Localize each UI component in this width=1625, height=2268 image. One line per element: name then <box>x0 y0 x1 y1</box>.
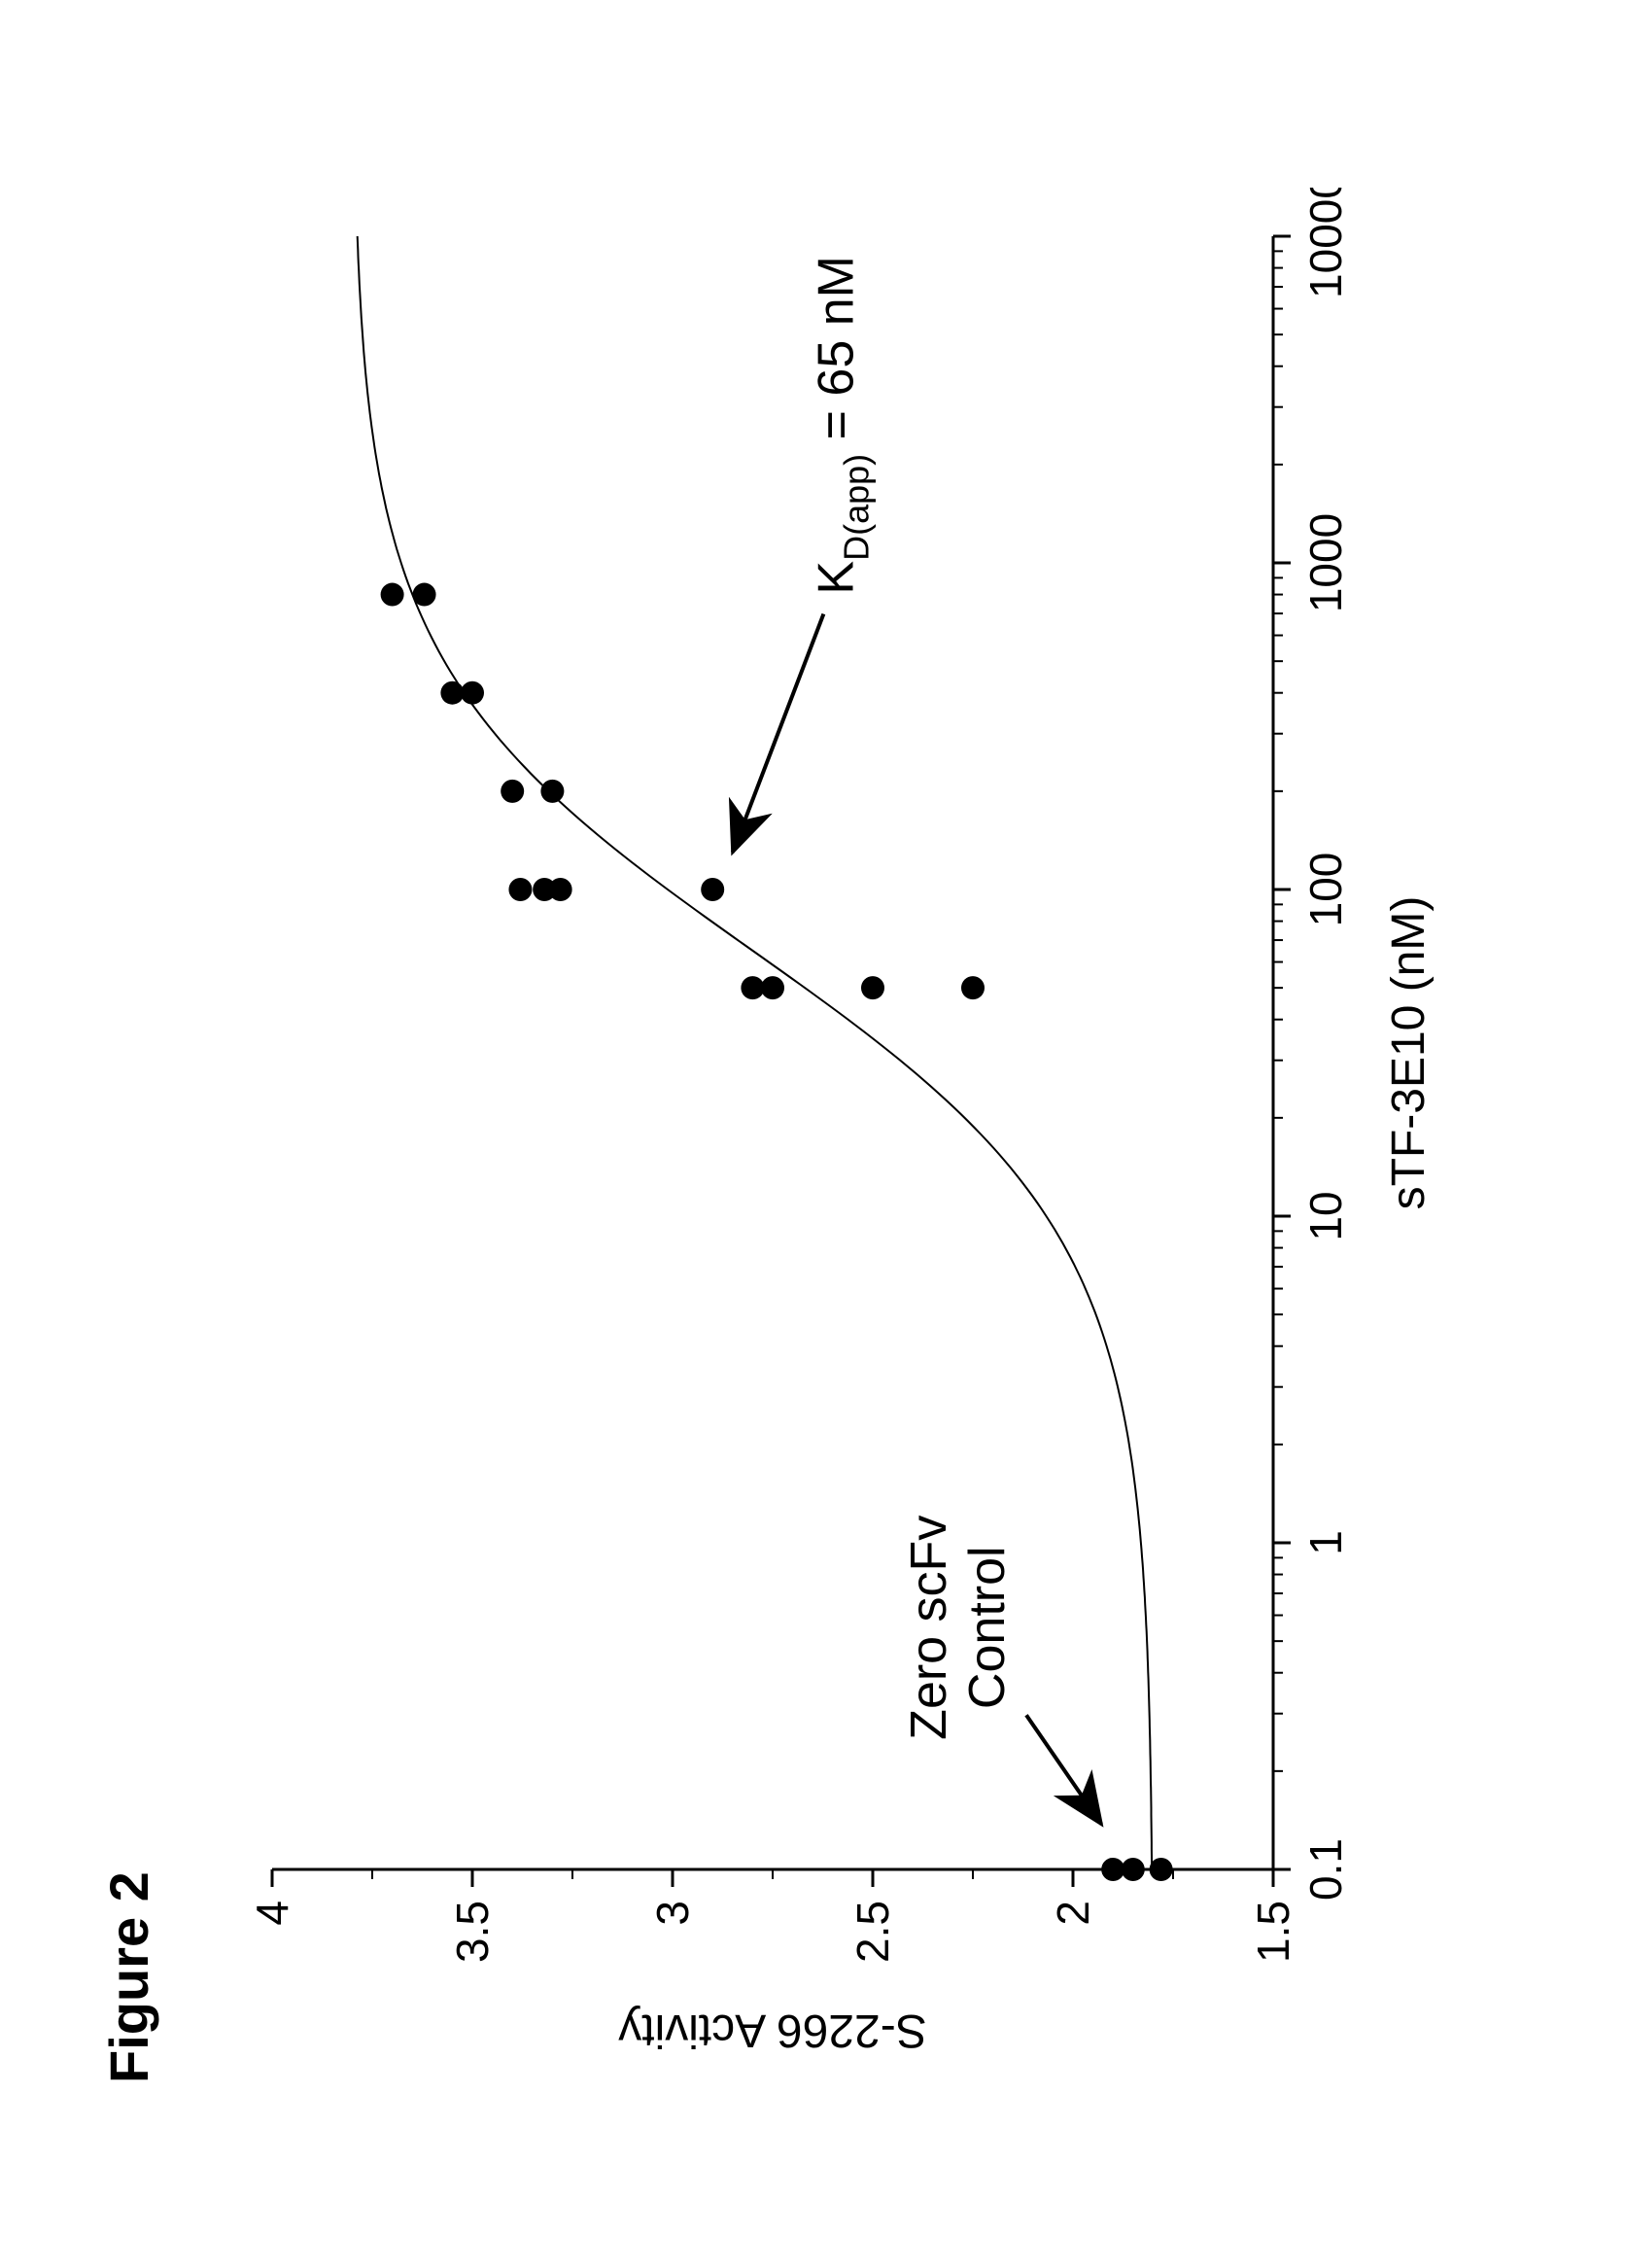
data-point <box>508 878 532 901</box>
y-tick-label: 3 <box>647 1901 698 1926</box>
x-tick-label: 10000 <box>1300 188 1351 298</box>
data-point <box>549 878 572 901</box>
x-tick-label: 1000 <box>1300 513 1351 612</box>
scatter-chart: 0.1 1 10 100 1000 10000 1.5 2 2.5 3 3.5 4 sTF-3E10 (… <box>233 188 1497 2083</box>
data-point <box>501 780 524 803</box>
x-tick-label: 10 <box>1300 1191 1351 1240</box>
data-point <box>381 583 404 607</box>
data-point <box>413 583 436 607</box>
data-point <box>540 780 564 803</box>
y-tick-label: 4 <box>247 1901 297 1926</box>
data-point <box>1150 1858 1173 1881</box>
x-tick-label: 0.1 <box>1300 1838 1351 1901</box>
y-axis-label: S-2266 Activity <box>618 2005 926 2056</box>
figure-title: Figure 2 <box>97 1871 160 2083</box>
y-tick-label: 2.5 <box>847 1901 898 1963</box>
kd-arrow <box>733 614 824 853</box>
data-point <box>1122 1858 1145 1881</box>
y-tick-label: 1.5 <box>1248 1901 1298 1963</box>
data-point <box>761 976 784 999</box>
y-tick-label: 3.5 <box>447 1901 498 1963</box>
fit-curve <box>358 236 1152 1869</box>
data-point <box>461 681 484 705</box>
data-point <box>961 976 985 999</box>
y-tick-label: 2 <box>1048 1901 1098 1926</box>
kd-annotation: KD(app) = 65 nM <box>808 256 876 595</box>
zero-control-label: Zero scFv <box>901 1516 957 1740</box>
data-point <box>701 878 724 901</box>
data-point <box>861 976 884 999</box>
data-point <box>1101 1858 1124 1881</box>
x-tick-label: 100 <box>1300 853 1351 927</box>
zero-control-label: Control <box>959 1546 1016 1709</box>
data-point <box>440 681 464 705</box>
zero-control-arrow <box>1026 1715 1101 1824</box>
x-axis-label: sTF-3E10 (nM) <box>1383 896 1435 1210</box>
data-point <box>741 976 764 999</box>
x-tick-label: 1 <box>1300 1530 1351 1555</box>
